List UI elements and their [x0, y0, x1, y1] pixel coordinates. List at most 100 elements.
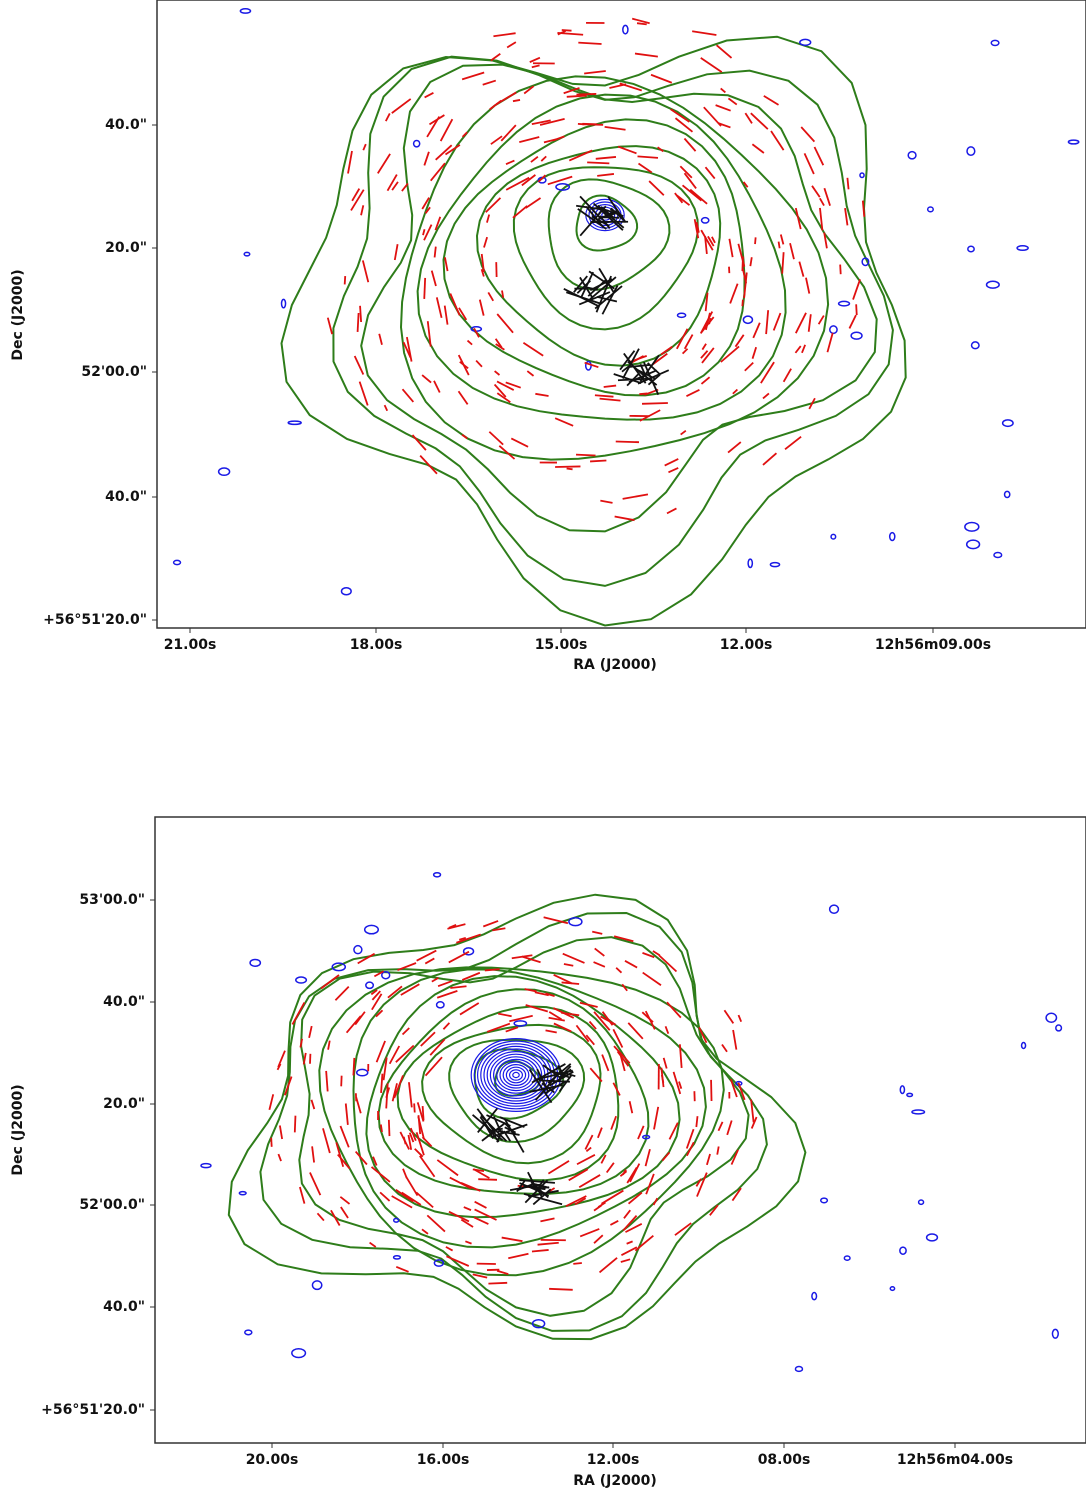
- polarization-vector: [331, 1210, 340, 1225]
- polarization-vector: [312, 1146, 314, 1162]
- polarization-vector: [643, 973, 661, 986]
- polarization-vector: [616, 442, 639, 443]
- contour: [394, 1256, 401, 1259]
- polarization-vector: [425, 958, 434, 963]
- contour: [354, 969, 706, 1247]
- polarization-vector: [602, 1055, 608, 1071]
- polarization-vector: [423, 229, 425, 235]
- polarization-vector: [692, 31, 716, 35]
- polarization-vector: [450, 294, 459, 316]
- polarization-vector: [642, 403, 668, 404]
- y-tick-label: 40.0": [105, 117, 147, 133]
- polarization-vector: [484, 237, 487, 247]
- polarization-vector: [388, 175, 397, 191]
- contour: [365, 925, 379, 933]
- polarization-vector: [790, 243, 794, 259]
- polarization-vector: [360, 382, 368, 406]
- polarization-vector: [587, 162, 609, 163]
- polarization-vector: [546, 1030, 557, 1032]
- contour: [569, 918, 582, 926]
- contour: [1022, 1043, 1026, 1049]
- y-tick-label: 53'00.0": [79, 892, 145, 908]
- polarization-vector: [600, 501, 612, 503]
- polarization-vector: [424, 152, 429, 166]
- polarization-vector: [493, 33, 515, 36]
- polarization-vector: [340, 1197, 349, 1204]
- contour: [912, 1110, 925, 1114]
- polarization-vector: [802, 345, 805, 353]
- contour: [987, 281, 1000, 288]
- polarization-vector: [304, 1053, 306, 1064]
- polarization-vector: [519, 137, 539, 142]
- polarization-vector: [595, 948, 605, 956]
- polarization-vector: [701, 377, 709, 384]
- polarization-vector: [414, 1103, 415, 1112]
- contour: [1068, 140, 1078, 144]
- contour: [844, 1256, 850, 1260]
- y-tick-label: 52'00.0": [79, 1197, 145, 1213]
- polarization-vector: [806, 278, 809, 294]
- polarization-vector: [763, 453, 776, 465]
- polarization-vector: [309, 1026, 312, 1038]
- contour: [994, 552, 1002, 557]
- polarization-vector: [600, 399, 621, 401]
- polarization-vector: [564, 964, 573, 966]
- polarization-vector: [840, 265, 841, 275]
- contour: [239, 1192, 246, 1195]
- polarization-vector: [420, 1156, 435, 1177]
- polarization-vector: [739, 1015, 742, 1022]
- polarization-vector: [406, 1177, 417, 1196]
- contour: [434, 873, 441, 877]
- polarization-vector: [506, 161, 514, 165]
- polarization-vector: [513, 100, 520, 101]
- polarization-vector: [449, 952, 469, 963]
- polarization-vector: [360, 306, 361, 322]
- polarization-vector: [820, 198, 824, 205]
- contour: [478, 1044, 555, 1106]
- polarization-vector: [595, 395, 614, 396]
- contour: [312, 1281, 321, 1290]
- polarization-vector: [478, 1179, 497, 1180]
- polarization-vector: [427, 1215, 445, 1231]
- polarization-vector: [400, 1132, 409, 1150]
- polarization-vector: [549, 1018, 565, 1021]
- polarization-vector: [750, 257, 751, 266]
- polarization-vector: [487, 215, 489, 223]
- polarization-vector: [729, 239, 732, 257]
- polarization-vector: [724, 1010, 733, 1023]
- contour: [361, 65, 877, 532]
- contour: [821, 1198, 828, 1203]
- contour: [967, 540, 980, 548]
- polarization-vector: [462, 73, 484, 80]
- polarization-vector: [278, 1154, 281, 1161]
- polarization-vector: [381, 1125, 382, 1133]
- contour: [967, 147, 975, 155]
- polarization-vector: [540, 1218, 554, 1221]
- contour: [748, 559, 752, 567]
- polarization-vector: [377, 1041, 386, 1062]
- polarization-vector: [630, 1164, 639, 1182]
- polarization-vector: [341, 1207, 348, 1218]
- polarization-vector: [328, 1041, 330, 1050]
- polarization-vector: [340, 1126, 348, 1147]
- polarization-vector: [730, 284, 737, 304]
- polarization-vector: [427, 117, 439, 137]
- y-tick-label: 40.0": [103, 994, 145, 1010]
- polarization-vector: [764, 96, 779, 105]
- polarization-vector: [618, 147, 636, 154]
- polarization-vector: [464, 1207, 471, 1210]
- polarization-vector: [403, 1169, 407, 1178]
- polarization-vector: [717, 45, 732, 58]
- polarization-vector: [801, 127, 814, 142]
- polarization-vector: [328, 318, 332, 334]
- contour: [770, 563, 779, 567]
- contour: [250, 959, 260, 966]
- polarization-vector: [604, 386, 616, 387]
- polarization-vector: [685, 335, 693, 349]
- polarization-vector: [827, 333, 832, 352]
- polarization-vector: [474, 328, 479, 337]
- contour: [907, 1093, 913, 1096]
- polarization-vector: [679, 1082, 681, 1089]
- polarization-vector: [779, 242, 780, 249]
- polarization-vector: [269, 1094, 273, 1109]
